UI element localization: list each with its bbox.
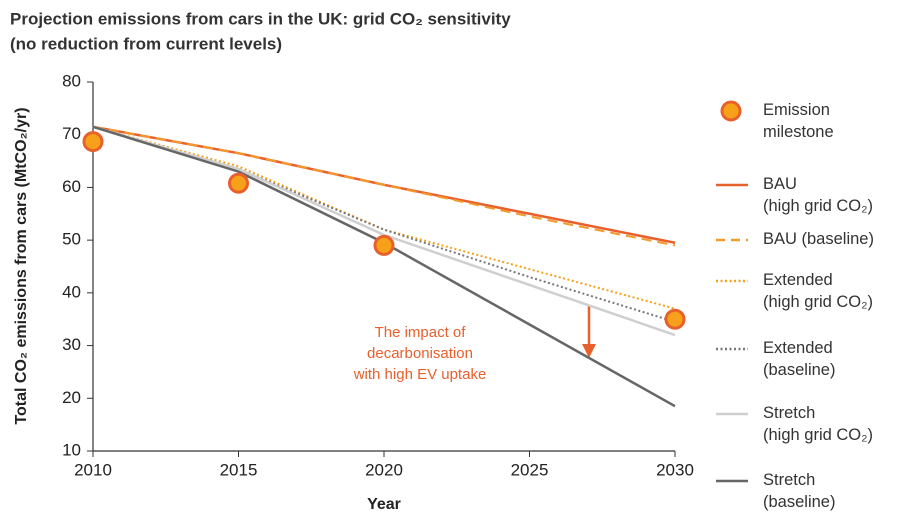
chart-title: Projection emissions from cars in the UK… (10, 9, 511, 28)
annotation: The impact of decarbonisation with high EV… (353, 324, 487, 383)
legend-swatch (720, 100, 742, 122)
legend-label: Emission milestone (763, 101, 834, 141)
legend-label: BAU (baseline) (763, 230, 874, 248)
legend-label: Extended (high grid CO₂) (763, 271, 873, 311)
x-tick-label: 2025 (511, 460, 549, 479)
series-line (92, 125, 676, 408)
x-tick-label: 2010 (74, 460, 112, 479)
y-tick-label: 80 (62, 71, 81, 90)
y-tick-label: 50 (62, 230, 81, 249)
y-tick-label: 20 (62, 388, 81, 407)
y-tick-label: 30 (62, 335, 81, 354)
x-tick-label: 2015 (220, 460, 258, 479)
x-axis-title: Year (367, 496, 401, 513)
y-tick-label: 60 (62, 177, 81, 196)
chart-subtitle: (no reduction from current levels) (10, 34, 282, 53)
milestone-marker (228, 172, 249, 194)
y-axis-title: Total CO₂ emissions from cars (MtCO₂/yr) (13, 107, 30, 424)
series-line (92, 125, 676, 337)
x-tick-label: 2030 (656, 460, 694, 479)
milestone-marker (82, 131, 104, 153)
legend-label: BAU (high grid CO₂) (763, 175, 873, 215)
milestone-marker (373, 234, 395, 256)
series-line (92, 125, 676, 247)
y-tick-label: 70 (62, 124, 81, 143)
x-tick-label: 2020 (365, 460, 403, 479)
y-tick-label: 10 (62, 440, 81, 459)
legend-label: Stretch (baseline) (763, 471, 835, 511)
milestone-marker (664, 308, 686, 330)
series-line (92, 125, 676, 310)
annotation-arrowhead (582, 344, 596, 358)
legend-label: Stretch (high grid CO₂) (763, 404, 873, 444)
legend-label: Extended (baseline) (763, 339, 835, 379)
y-tick-label: 40 (62, 282, 81, 301)
